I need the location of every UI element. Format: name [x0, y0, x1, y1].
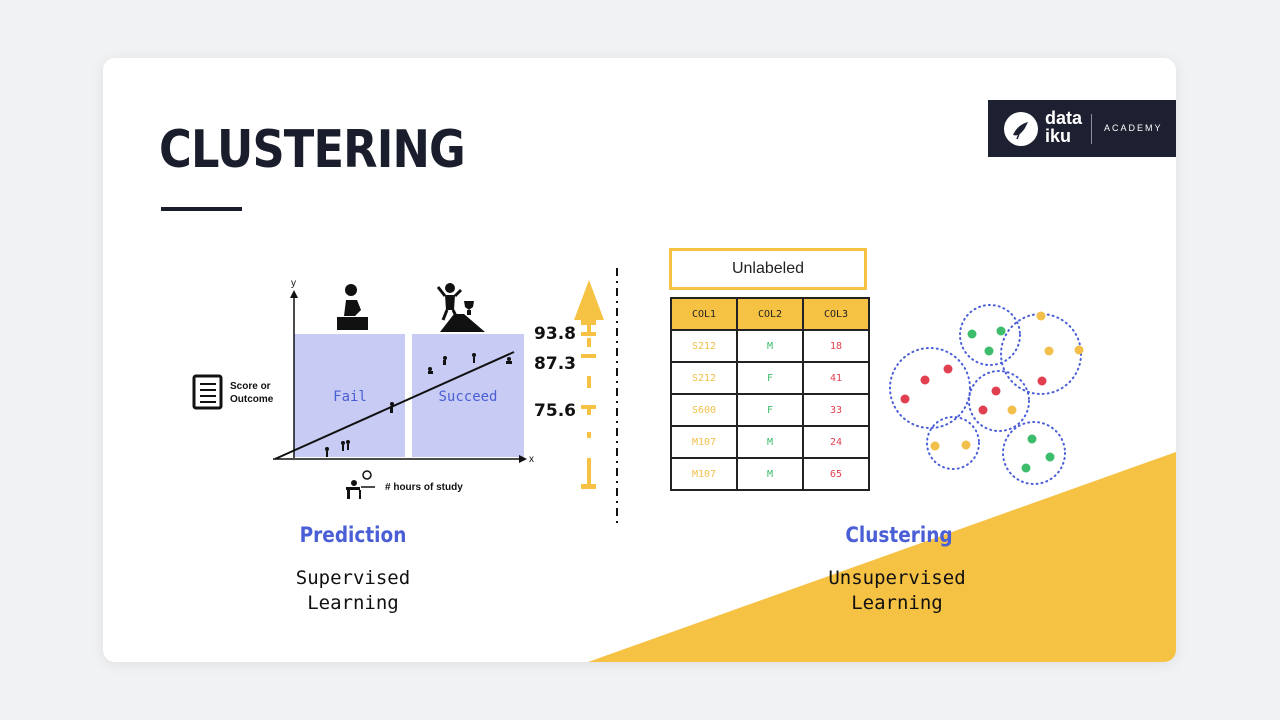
unlabeled-label: Unlabeled: [669, 248, 867, 290]
student-figures: [325, 353, 512, 457]
table-cell: 65: [802, 457, 870, 491]
table-row: S212 F 41: [670, 361, 870, 395]
regression-line: [274, 351, 515, 460]
person-winning-trophy-icon: [436, 283, 485, 332]
score-value: 87.3: [534, 354, 576, 374]
y-axis-arrow: [290, 290, 298, 298]
x-axis-arrow: [519, 455, 527, 463]
logo-divider: [1091, 114, 1092, 144]
table-cell: M: [736, 425, 804, 459]
bird-logo-icon: [1004, 112, 1038, 146]
column-header: COL3: [802, 297, 870, 331]
table-cell: S212: [670, 329, 738, 363]
table-cell: S212: [670, 361, 738, 395]
logo-brand-line1: data: [1045, 108, 1083, 128]
table-cell: 24: [802, 425, 870, 459]
table-cell: S600: [670, 393, 738, 427]
table-cell: M: [736, 457, 804, 491]
y-label-line2: Outcome: [230, 394, 274, 405]
slide-title: CLUSTERING: [159, 120, 466, 180]
score-value: 93.8: [534, 324, 576, 344]
logo-brand-line2: iku: [1045, 126, 1072, 146]
fail-region: [294, 334, 405, 457]
table-cell: M: [736, 329, 804, 363]
score-value: 75.6: [534, 401, 576, 421]
x-axis-label: # hours of study: [385, 482, 463, 493]
column-header: COL2: [736, 297, 804, 331]
prediction-heading: Prediction: [299, 523, 407, 547]
fail-label: Fail: [333, 389, 367, 405]
diagram-canvas: y x: [192, 268, 1084, 524]
table-cell: M107: [670, 425, 738, 459]
logo-academy-text: ACADEMY: [1104, 123, 1163, 133]
title-underline: [161, 207, 242, 211]
supervised-line2: Learning: [307, 592, 399, 614]
unsupervised-learning-label: Unsupervised Learning: [787, 566, 1007, 616]
y-axis-letter: y: [291, 278, 296, 289]
table-row: S212 M 18: [670, 329, 870, 363]
table-cell: 18: [802, 329, 870, 363]
score-scale: [574, 280, 604, 489]
table-cell: F: [736, 361, 804, 395]
unlabeled-table: COL1 COL2 COL3 S212 M 18 S212 F 41 S600 …: [670, 297, 870, 491]
clustering-heading: Clustering: [845, 523, 953, 547]
table-cell: M107: [670, 457, 738, 491]
table-cell: F: [736, 393, 804, 427]
logo-brand-text: data iku: [1045, 109, 1082, 145]
column-header: COL1: [670, 297, 738, 331]
unsupervised-line2: Learning: [851, 592, 943, 614]
table-row: M107 M 65: [670, 457, 870, 491]
table-cell: 41: [802, 361, 870, 395]
table-header-row: COL1 COL2 COL3: [670, 297, 870, 331]
unsupervised-line1: Unsupervised: [828, 567, 966, 589]
x-axis-letter: x: [529, 454, 534, 465]
dataiku-academy-logo: data iku ACADEMY: [988, 100, 1176, 157]
supervised-line1: Supervised: [295, 567, 411, 589]
supervised-learning-label: Supervised Learning: [253, 566, 453, 616]
student-desk-icon: [346, 470, 375, 499]
checklist-icon: [192, 374, 223, 410]
table-row: M107 M 24: [670, 425, 870, 459]
y-label-line1: Score or: [230, 381, 271, 392]
succeed-region: [412, 334, 524, 457]
cluster-points: [900, 311, 1084, 473]
table-row: S600 F 33: [670, 393, 870, 427]
yellow-wedge: [588, 452, 1176, 662]
slide: CLUSTERING data iku ACADEMY y x: [103, 58, 1176, 662]
succeed-label: Succeed: [438, 389, 497, 405]
table-cell: 33: [802, 393, 870, 427]
person-failing-icon: [337, 284, 368, 330]
